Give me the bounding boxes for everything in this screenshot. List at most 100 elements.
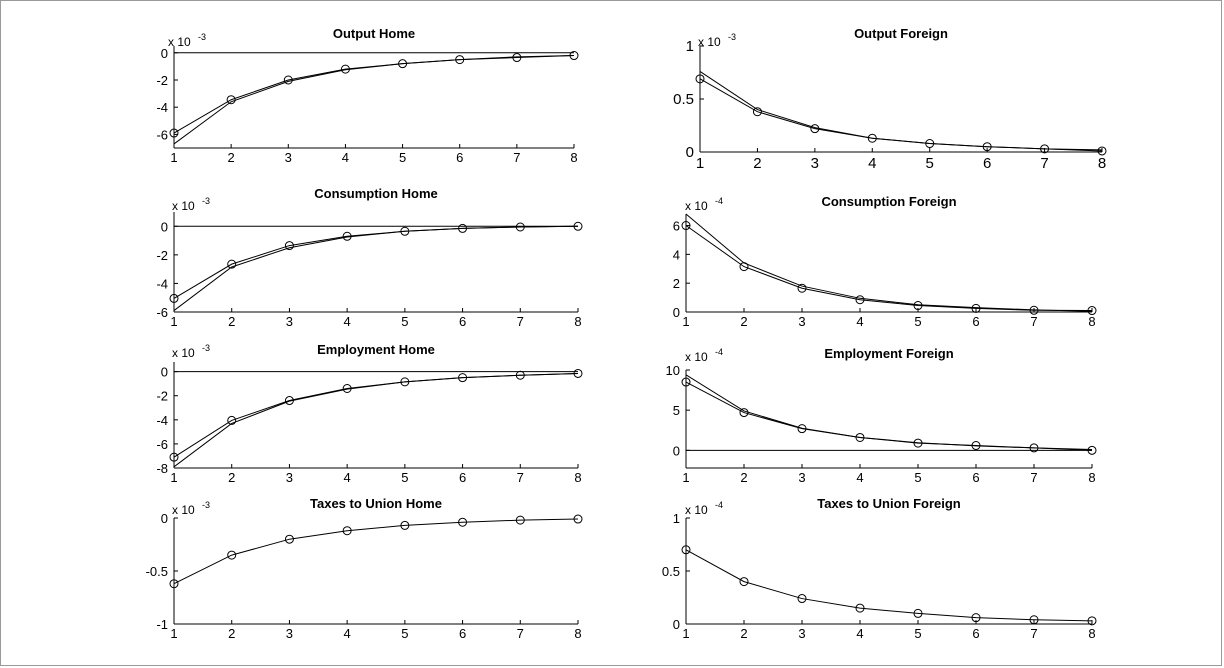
data-point-marker: [169, 128, 179, 138]
y-multiplier-label: x 10: [685, 503, 708, 517]
data-point-marker: [695, 74, 705, 84]
data-point-marker: [227, 415, 237, 425]
data-point-marker: [681, 377, 691, 387]
data-point-marker: [227, 259, 237, 269]
x-tick-label: 1: [170, 470, 177, 485]
x-tick-label: 5: [399, 150, 406, 165]
y-tick-label: 0.5: [673, 91, 694, 108]
subplot-title: Taxes to Union Foreign: [817, 496, 961, 511]
data-point-marker: [752, 107, 762, 117]
subplot-title: Output Foreign: [854, 26, 948, 41]
y-tick-label: 0: [673, 617, 680, 632]
data-point-marker: [573, 514, 583, 524]
subplot-4: Consumption Foreign x 10 -4 1 2 3 4 5 6 7 8 6 4 2 0: [673, 194, 1097, 329]
x-tick-label: 8: [570, 150, 577, 165]
x-tick-label: 3: [798, 626, 805, 641]
data-point-marker: [283, 75, 293, 85]
subplot-7: Taxes to Union Home x 10 -3 1 2 3 4 5 6 7 8 0 -0.5 -1: [146, 496, 583, 641]
series-line-1: [173, 372, 579, 458]
x-tick-label: 3: [285, 150, 292, 165]
x-tick-label: 1: [170, 626, 177, 641]
y-multiplier-exponent: -3: [728, 32, 736, 42]
y-tick-label: -2: [156, 73, 168, 88]
x-tick-label: 4: [868, 155, 876, 172]
y-multiplier-exponent: -4: [715, 500, 723, 510]
x-tick-label: 6: [459, 626, 466, 641]
y-tick-label: 0: [161, 365, 168, 380]
y-tick-label: -6: [156, 305, 168, 320]
x-tick-label: 1: [170, 150, 177, 165]
x-tick-label: 5: [401, 470, 408, 485]
x-tick-label: 8: [574, 314, 581, 329]
x-tick-label: 8: [574, 626, 581, 641]
subplot-title: Taxes to Union Home: [310, 496, 442, 511]
x-tick-label: 3: [286, 626, 293, 641]
y-multiplier-label: x 10: [685, 350, 708, 364]
x-tick-label: 6: [972, 626, 979, 641]
y-tick-label: -8: [156, 461, 168, 476]
data-point-marker: [855, 603, 865, 613]
x-tick-label: 2: [228, 150, 235, 165]
data-point-marker: [855, 295, 865, 305]
x-tick-label: 1: [696, 155, 704, 172]
x-tick-label: 6: [456, 150, 463, 165]
x-tick-label: 7: [513, 150, 520, 165]
y-multiplier-exponent: -3: [202, 343, 210, 353]
x-tick-label: 3: [286, 470, 293, 485]
y-tick-label: 0: [673, 443, 680, 458]
data-point-marker: [739, 577, 749, 587]
series-line-2: [173, 372, 579, 468]
data-point-marker: [797, 283, 807, 293]
y-multiplier-exponent: -3: [198, 32, 206, 42]
data-point-marker: [284, 241, 294, 251]
subplot-title: Consumption Foreign: [821, 194, 956, 209]
data-point-marker: [169, 579, 179, 589]
x-tick-label: 6: [972, 314, 979, 329]
x-tick-label: 6: [983, 155, 991, 172]
y-tick-label: 1: [673, 511, 680, 526]
x-tick-label: 2: [740, 314, 747, 329]
y-tick-label: -0.5: [146, 564, 168, 579]
series-line-2: [699, 71, 1103, 151]
x-tick-label: 5: [914, 314, 921, 329]
series-line-1: [685, 225, 1093, 312]
subplot-title: Output Home: [333, 26, 415, 41]
x-tick-label: 7: [1030, 470, 1037, 485]
x-tick-label: 6: [459, 314, 466, 329]
x-tick-label: 7: [1040, 155, 1048, 172]
x-tick-label: 2: [740, 470, 747, 485]
x-tick-label: 7: [1030, 626, 1037, 641]
data-point-marker: [227, 550, 237, 560]
y-multiplier-label: x 10: [172, 346, 195, 360]
y-tick-label: -2: [156, 248, 168, 263]
subplot-title: Employment Home: [317, 342, 435, 357]
y-tick-label: 0: [686, 144, 694, 161]
data-point-marker: [284, 534, 294, 544]
y-multiplier-exponent: -3: [202, 500, 210, 510]
y-tick-label: -4: [156, 413, 168, 428]
data-point-marker: [458, 517, 468, 527]
y-tick-label: 6: [673, 219, 680, 234]
y-multiplier-exponent: -4: [715, 196, 723, 206]
x-tick-label: 5: [926, 155, 934, 172]
x-tick-label: 8: [1088, 626, 1095, 641]
x-tick-label: 7: [517, 470, 524, 485]
y-tick-label: -4: [156, 100, 168, 115]
y-tick-label: 4: [673, 247, 680, 262]
data-point-marker: [681, 221, 691, 231]
x-tick-label: 7: [517, 314, 524, 329]
y-tick-label: -6: [156, 437, 168, 452]
series-line-2: [173, 55, 575, 145]
data-point-marker: [797, 594, 807, 604]
data-point-marker: [913, 301, 923, 311]
x-tick-label: 4: [344, 626, 351, 641]
x-tick-label: 5: [914, 470, 921, 485]
data-point-marker: [169, 452, 179, 462]
x-tick-label: 8: [1088, 314, 1095, 329]
y-tick-label: 0: [161, 219, 168, 234]
x-tick-label: 8: [1088, 470, 1095, 485]
subplot-8: Taxes to Union Foreign x 10 -4 1 2 3 4 5 6 7 8 1 0.5…: [662, 496, 1097, 641]
data-point-marker: [1087, 445, 1097, 455]
